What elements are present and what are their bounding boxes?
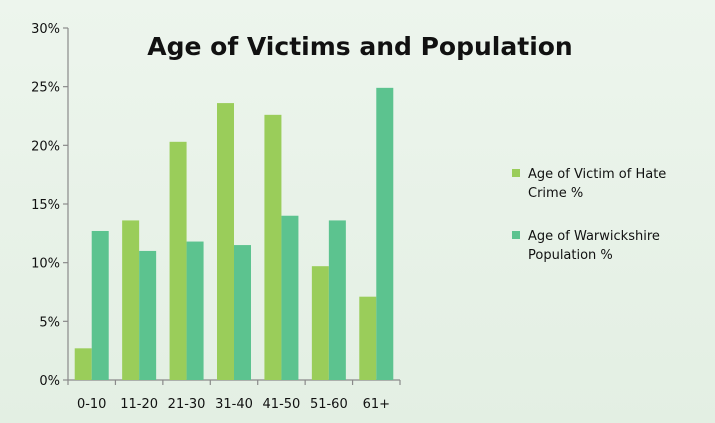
- bar-series-2-0-10: [91, 230, 109, 380]
- x-tick-label: 21-30: [168, 397, 206, 412]
- bar-series-2-21-30: [186, 241, 204, 380]
- bar-series-1-11-20: [122, 220, 140, 380]
- bar-series-2-61+: [376, 87, 394, 380]
- bar-series-1-51-60: [311, 266, 329, 380]
- bar-series-1-0-10: [74, 348, 92, 380]
- x-tick-label: 51-60: [310, 397, 348, 412]
- x-tick-label: 41-50: [263, 397, 301, 412]
- bar-series-2-11-20: [139, 250, 157, 380]
- y-tick-label: 15%: [31, 198, 60, 213]
- chart-title: Age of Victims and Population: [147, 32, 573, 61]
- x-tick-label: 31-40: [215, 397, 253, 412]
- legend-label-1: Age of Victim of Hate: [528, 167, 666, 182]
- bar-series-2-31-40: [234, 245, 251, 380]
- legend-label-1: Crime %: [528, 186, 583, 201]
- legend-label-2: Population %: [528, 248, 613, 263]
- bar-series-1-31-40: [217, 103, 234, 381]
- y-tick-label: 10%: [31, 257, 60, 272]
- legend-swatch-1: [512, 169, 520, 177]
- bar-series-2-51-60: [328, 220, 346, 380]
- legend: Age of Victim of Hate Crime % Age of Warwi…: [512, 167, 666, 263]
- bar-series-1-61+: [359, 296, 377, 380]
- bar-series-1-21-30: [169, 141, 187, 380]
- x-tick-label: 61+: [363, 397, 390, 412]
- legend-label-2: Age of Warwickshire: [528, 229, 660, 244]
- y-tick-label: 25%: [31, 81, 60, 96]
- x-tick-label: 0-10: [77, 397, 107, 412]
- bar-series-2-41-50: [281, 215, 299, 380]
- y-tick-label: 0%: [39, 374, 60, 389]
- y-tick-label: 5%: [39, 315, 60, 330]
- x-tick-label: 11-20: [120, 397, 158, 412]
- bar-series-1-41-50: [264, 114, 282, 381]
- y-tick-label: 30%: [31, 22, 60, 37]
- bars-group: [74, 87, 394, 381]
- legend-swatch-2: [512, 231, 520, 239]
- y-tick-label: 20%: [31, 139, 60, 154]
